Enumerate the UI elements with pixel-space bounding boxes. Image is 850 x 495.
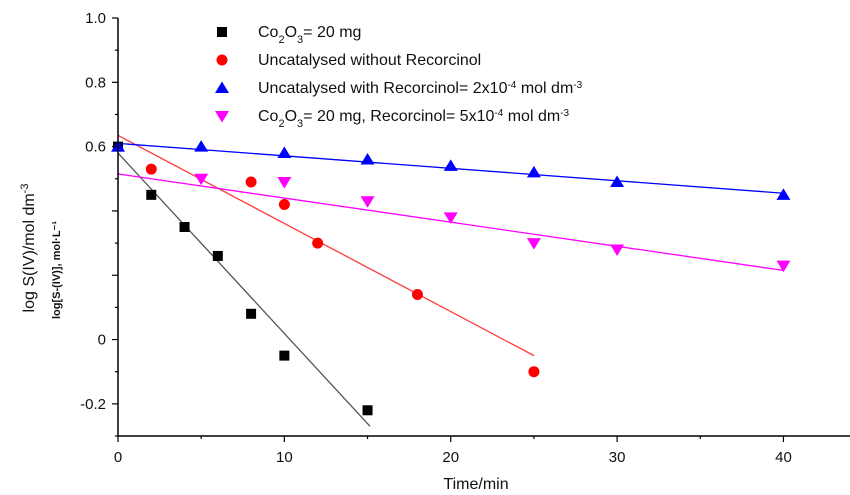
y-tick-label: 1.0 xyxy=(85,10,106,27)
legend-label: Co2O3= 20 mg, Recorcinol= 5x10-4 mol dm-… xyxy=(258,108,570,131)
data-point xyxy=(179,222,190,232)
x-tick-label: 20 xyxy=(442,449,459,466)
legend-label-part: = 20 mg xyxy=(303,24,361,41)
legend-label-part: Uncatalysed with Recorcinol= 2x10 xyxy=(258,80,508,97)
x-tick-label: 30 xyxy=(609,449,626,466)
data-point xyxy=(277,146,292,159)
data-point xyxy=(146,189,157,200)
data-point xyxy=(360,196,375,208)
legend-marker xyxy=(216,54,228,66)
legend-label: Uncatalysed with Recorcinol= 2x10-4 mol … xyxy=(258,80,583,98)
y-tick-label: -0.2 xyxy=(80,396,106,413)
x-tick-label: 0 xyxy=(114,449,122,466)
data-point xyxy=(212,250,223,261)
legend-label-part: Uncatalysed without Recorcinol xyxy=(258,52,481,69)
data-point xyxy=(528,366,540,378)
fit-line xyxy=(117,152,371,427)
data-point xyxy=(610,244,625,257)
legend-label: Co2O3= 20 mg xyxy=(258,24,361,46)
data-point xyxy=(279,350,290,361)
data-point xyxy=(245,176,257,188)
legend-label-part: mol dm xyxy=(516,80,573,97)
legend-label-part: 2 xyxy=(278,118,284,130)
x-tick-label: 40 xyxy=(775,449,792,466)
data-point xyxy=(776,260,791,273)
legend-marker xyxy=(217,27,227,37)
data-point xyxy=(360,152,375,165)
legend-label-part: -4 xyxy=(507,80,516,91)
legend-label-part: Co xyxy=(258,108,279,125)
data-point xyxy=(411,289,423,301)
data-point xyxy=(443,212,458,224)
legend-label-part: -4 xyxy=(494,108,503,119)
legend-label: Uncatalysed without Recorcinol xyxy=(258,52,481,69)
data-point xyxy=(362,405,373,416)
data-points xyxy=(111,140,791,416)
legend-label-part: O xyxy=(285,24,297,41)
y-axis-title-text: log S(IV)/mol dm xyxy=(21,193,38,312)
legend-label-part: 2 xyxy=(278,34,284,46)
data-point xyxy=(526,165,541,178)
y-tick-label: 0.8 xyxy=(85,74,106,91)
y-label-overlay-patch xyxy=(76,170,98,360)
y-axis-overlay-label: log[S-(IV)], mol·L⁻¹ xyxy=(51,221,63,319)
legend-label-part: -3 xyxy=(560,108,569,119)
data-point xyxy=(194,173,209,186)
data-point xyxy=(776,188,791,200)
legend-label-part: Co xyxy=(258,24,279,41)
fit-line xyxy=(117,134,535,357)
legend-label-part: 3 xyxy=(297,34,303,46)
legend-label-part: 3 xyxy=(297,118,303,130)
y-axis-title: log S(IV)/mol dm-3 xyxy=(19,184,38,313)
data-point xyxy=(312,237,324,249)
legend-label-part: O xyxy=(285,108,297,125)
x-tick-label: 10 xyxy=(276,449,293,466)
legend-label-part: mol dm xyxy=(503,108,560,125)
data-point xyxy=(610,175,625,187)
legend-label-part: -3 xyxy=(573,80,582,91)
legend-marker xyxy=(215,81,229,93)
data-point xyxy=(145,163,157,175)
legend-marker xyxy=(215,111,229,123)
data-point xyxy=(278,198,290,210)
fit-lines xyxy=(117,134,784,427)
legend-label-part: = 20 mg, Recorcinol= 5x10 xyxy=(303,108,494,125)
data-point xyxy=(526,238,541,250)
data-point xyxy=(246,308,257,319)
y-tick-label: 0.6 xyxy=(85,139,106,156)
x-axis-title: Time/min xyxy=(443,476,508,493)
data-point xyxy=(277,176,292,189)
data-point xyxy=(194,140,209,152)
data-point xyxy=(443,159,458,171)
y-axis-title-exponent: -3 xyxy=(19,184,31,194)
